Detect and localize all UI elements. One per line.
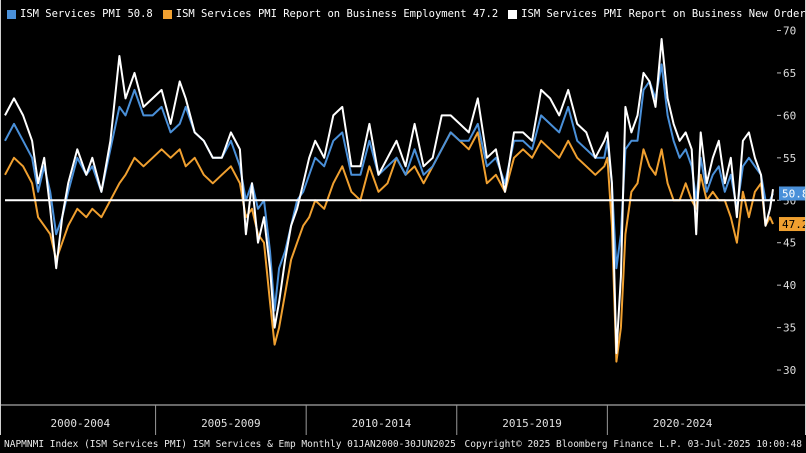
chart-area: ISM Services PMI 50.8 ISM Services PMI R… [0,0,806,435]
y-tick-label: 70 [783,24,796,37]
legend-label: ISM Services PMI Report on Business New … [521,8,806,20]
legend-swatch [7,9,16,19]
legend-label: ISM Services PMI 50.8 [20,8,153,20]
footer-source: NAPMNMI Index (ISM Services PMI) ISM Ser… [4,439,456,450]
last-value-label: 47.2 [782,218,805,231]
y-tick-label: 60 [783,109,796,122]
legend: ISM Services PMI 50.8 ISM Services PMI R… [7,8,806,20]
legend-item-services-pmi[interactable]: ISM Services PMI 50.8 [7,8,153,20]
x-period-label: 2000-2004 [50,417,110,430]
legend-item-new-orders[interactable]: ISM Services PMI Report on Business New … [508,8,806,20]
y-tick-label: 40 [783,279,796,292]
legend-swatch [162,9,172,19]
x-period-label: 2015-2019 [502,417,562,430]
footer: NAPMNMI Index (ISM Services PMI) ISM Ser… [0,436,806,453]
y-tick-label: 30 [783,364,796,377]
last-value-label: 50.8 [782,187,805,200]
legend-swatch [508,9,518,19]
x-period-label: 2005-2009 [201,417,261,430]
x-period-label: 2020-2024 [653,417,713,430]
last-value-tag [779,186,806,201]
footer-copyright: Copyright© 2025 Bloomberg Finance L.P. 0… [464,439,802,450]
series-line-2 [4,38,774,355]
y-tick-label: 65 [783,67,796,80]
series-line-1 [4,131,774,363]
legend-label: ISM Services PMI Report on Business Empl… [175,8,499,20]
x-period-label: 2010-2014 [352,417,412,430]
series-line-0 [4,63,774,312]
last-value-tag [779,217,806,232]
legend-item-employment[interactable]: ISM Services PMI Report on Business Empl… [162,8,499,20]
y-tick-label: 55 [783,152,796,165]
y-tick-label: 45 [783,237,796,250]
y-tick-label: 35 [783,322,796,335]
